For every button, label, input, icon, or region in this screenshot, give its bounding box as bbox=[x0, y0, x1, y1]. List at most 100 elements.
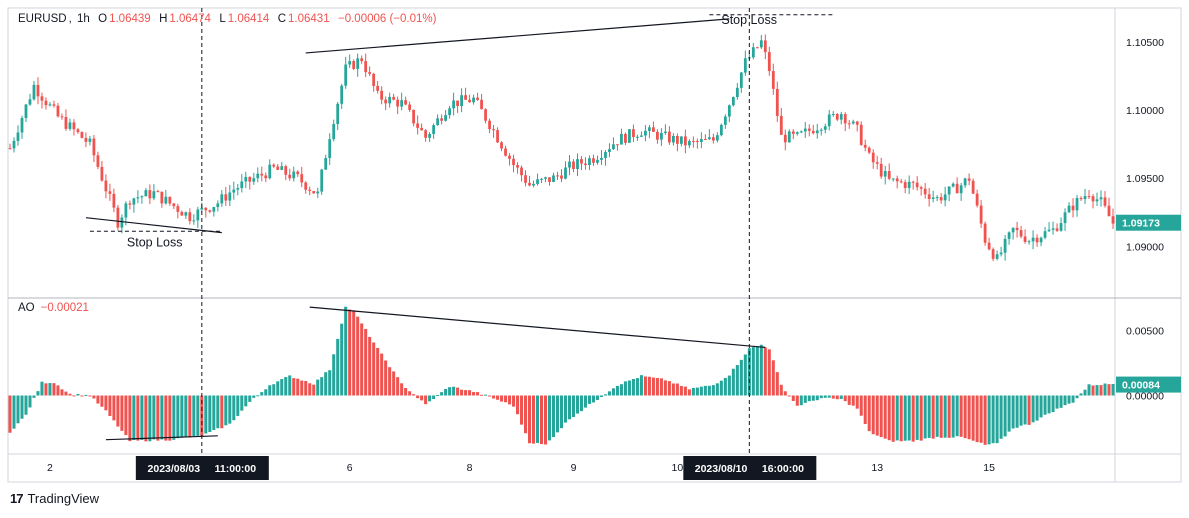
candle-body bbox=[476, 97, 479, 100]
ao-bar bbox=[603, 394, 607, 396]
candle-body bbox=[1111, 216, 1115, 224]
candle-body bbox=[711, 137, 715, 141]
candle-body bbox=[548, 177, 551, 182]
candle-body bbox=[152, 191, 156, 199]
ao-bar bbox=[292, 378, 296, 396]
candle-body bbox=[92, 138, 96, 156]
ao-bar bbox=[811, 395, 815, 401]
ao-bar bbox=[72, 395, 76, 397]
ao-bar bbox=[623, 381, 627, 396]
ao-bar bbox=[631, 379, 635, 396]
candle-body bbox=[488, 120, 491, 130]
candle-body bbox=[20, 118, 24, 133]
ao-bar bbox=[504, 395, 508, 403]
candle-body bbox=[220, 194, 224, 204]
candle-body bbox=[48, 104, 52, 106]
ao-bar bbox=[20, 395, 24, 419]
ao-bar bbox=[112, 395, 116, 421]
ao-bar bbox=[675, 383, 679, 396]
candle-body bbox=[252, 178, 256, 182]
ao-bar bbox=[212, 395, 216, 430]
candle-body bbox=[588, 158, 591, 165]
ao-bar bbox=[100, 395, 104, 407]
time-tick-label: 2 bbox=[47, 462, 53, 474]
ao-last-label: 0.00084 bbox=[1122, 380, 1160, 392]
price-tick-label: 1.10500 bbox=[1126, 37, 1164, 49]
candle-body bbox=[807, 128, 811, 131]
candle-body bbox=[196, 209, 200, 221]
candle-body bbox=[787, 131, 791, 143]
tradingview-logo[interactable]: 17 TradingView bbox=[10, 491, 99, 506]
ao-bar bbox=[747, 348, 751, 396]
candle-body bbox=[140, 196, 144, 198]
ao-bar bbox=[52, 383, 56, 396]
ao-bar bbox=[987, 395, 991, 445]
ao-bar bbox=[168, 395, 172, 441]
candle-body bbox=[468, 99, 471, 103]
ao-bar bbox=[763, 347, 767, 396]
candle-body bbox=[803, 128, 807, 132]
time-tick-label: 13 bbox=[871, 462, 883, 474]
ao-bar bbox=[619, 384, 623, 396]
ao-bar bbox=[775, 372, 779, 396]
ao-bar bbox=[532, 395, 536, 444]
candle-body bbox=[1087, 196, 1091, 198]
ao-bar bbox=[771, 360, 775, 396]
ao-bar bbox=[404, 387, 408, 396]
ao-bar bbox=[663, 380, 667, 396]
ao-bar bbox=[180, 395, 184, 438]
ao-bar bbox=[967, 395, 971, 440]
candle-body bbox=[1031, 237, 1035, 242]
candle-body bbox=[843, 114, 847, 124]
candle-body bbox=[620, 133, 623, 145]
ao-bar bbox=[32, 395, 36, 398]
candle-body bbox=[104, 180, 108, 192]
ao-value: −0.00021 bbox=[40, 302, 89, 314]
candle-body bbox=[923, 188, 927, 195]
ao-bar bbox=[284, 377, 288, 396]
candle-body bbox=[28, 99, 32, 105]
ao-bar bbox=[1015, 395, 1019, 428]
ao-bar bbox=[148, 395, 152, 442]
candle-body bbox=[484, 109, 487, 121]
candle-body bbox=[1103, 197, 1107, 206]
ao-bar bbox=[1103, 383, 1107, 396]
candle-body bbox=[1099, 197, 1103, 200]
candle-body bbox=[951, 183, 955, 187]
ao-bar bbox=[563, 395, 568, 423]
ao-bar bbox=[436, 394, 440, 396]
stop-loss-label-left: Stop Loss bbox=[127, 235, 183, 249]
ao-bar bbox=[1075, 395, 1079, 399]
ao-bar bbox=[360, 323, 364, 396]
candle-body bbox=[847, 123, 851, 125]
ao-bar bbox=[935, 395, 939, 437]
candle-body bbox=[260, 173, 264, 176]
candle-body bbox=[376, 85, 380, 91]
ao-bar bbox=[739, 359, 743, 396]
ao-bar bbox=[903, 395, 907, 441]
ao-bar bbox=[843, 395, 847, 402]
last-price-badge bbox=[1116, 214, 1181, 231]
candle-body bbox=[292, 171, 296, 179]
ao-bar bbox=[943, 395, 947, 438]
ao-bar bbox=[12, 395, 16, 429]
ao-bar bbox=[260, 392, 264, 396]
ao-bar bbox=[687, 389, 691, 396]
candle-body bbox=[432, 125, 436, 135]
ao-bar bbox=[667, 381, 671, 396]
ao-bar bbox=[368, 336, 372, 396]
ao-bar bbox=[899, 395, 903, 442]
ao-bar bbox=[144, 395, 148, 442]
candle-body bbox=[564, 167, 567, 179]
ao-bar bbox=[400, 383, 404, 396]
ao-bar bbox=[1079, 393, 1083, 396]
candle-body bbox=[1043, 231, 1047, 238]
candle-body bbox=[16, 132, 20, 141]
ao-bar bbox=[312, 384, 316, 396]
candle-body bbox=[644, 130, 647, 136]
ao-bar bbox=[1043, 395, 1047, 415]
candle-body bbox=[228, 192, 232, 201]
ao-bar bbox=[408, 391, 412, 396]
